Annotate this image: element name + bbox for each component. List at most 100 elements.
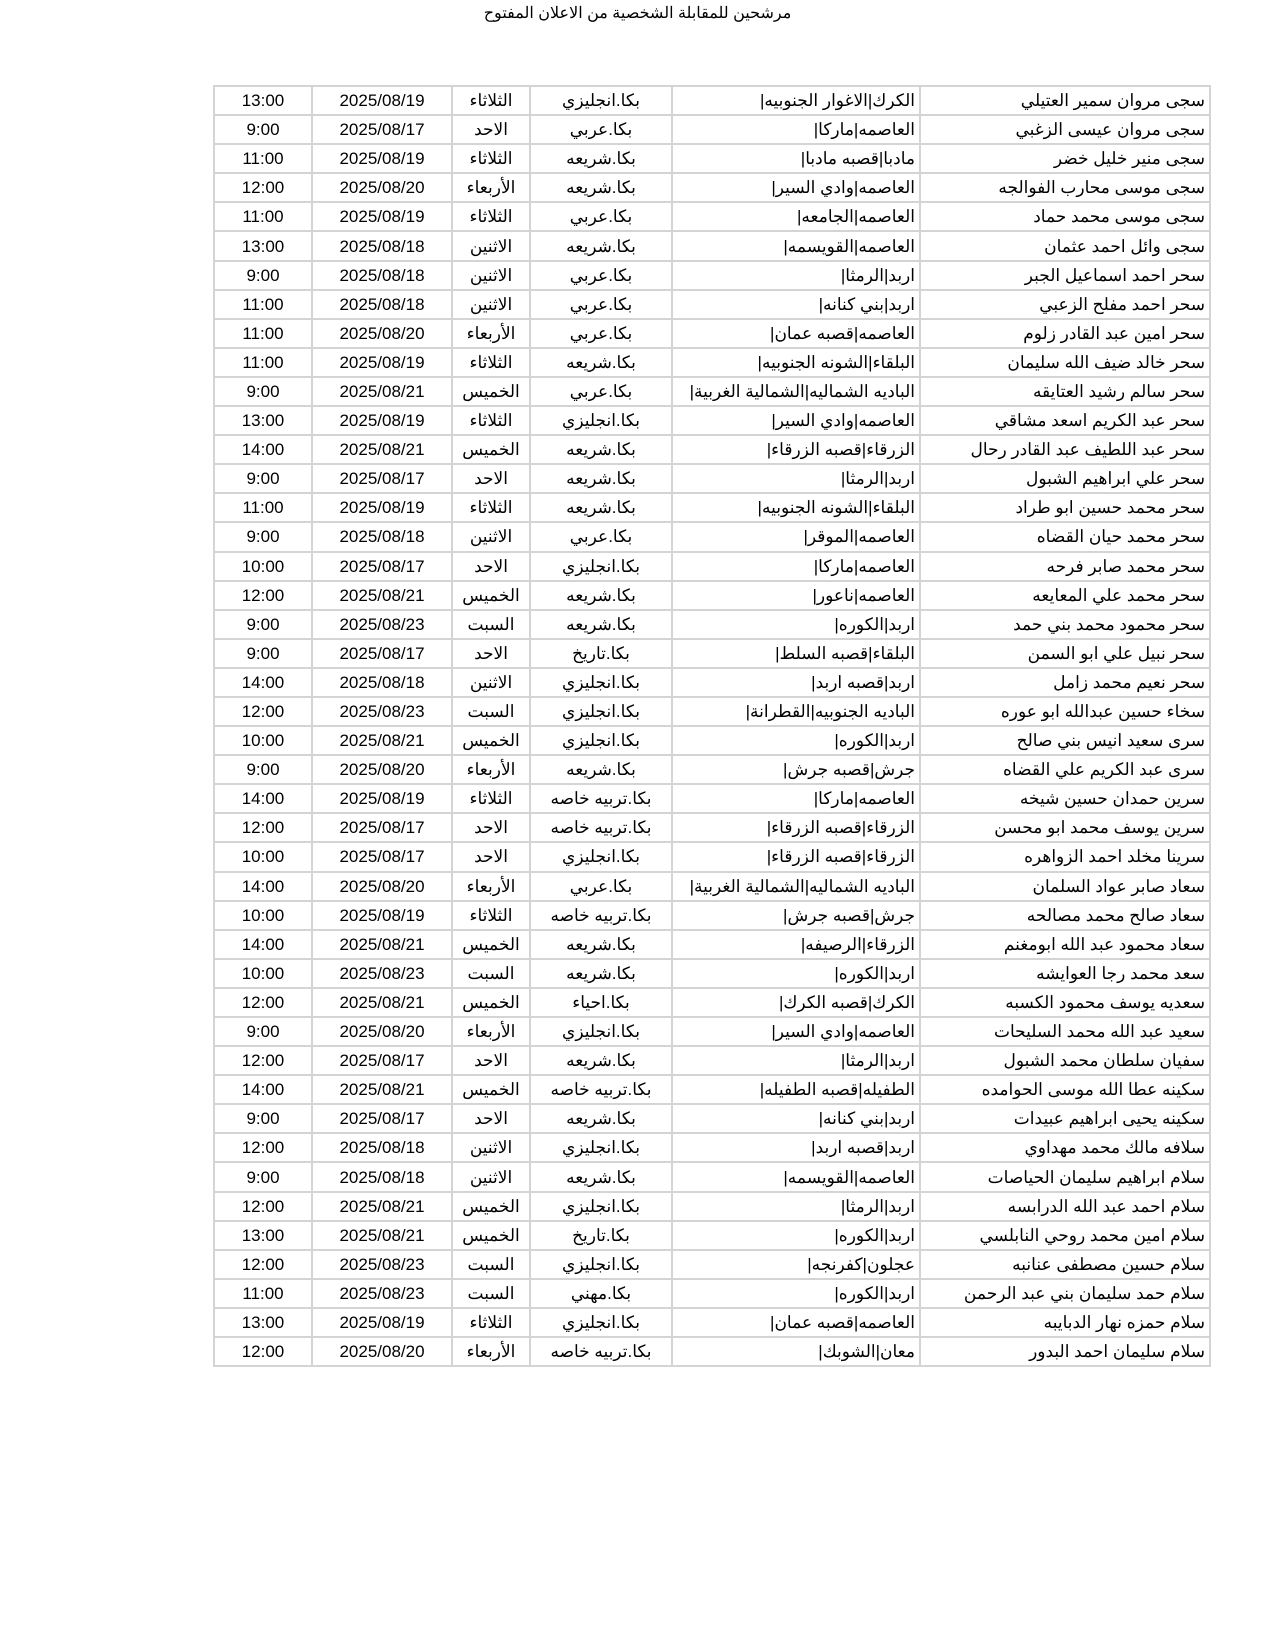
candidate-name-cell: سكينه عطا الله موسى الحوامده: [919, 1074, 1211, 1106]
table-row: سرى عبد الكريم علي القضاه جرش|قصبه جرش| بك…: [213, 754, 1211, 786]
interview-date-cell: 2025/08/19: [311, 1306, 453, 1339]
interview-day-cell: الثلاثاء: [451, 346, 531, 378]
table-row: سجى موسى محمد حماد العاصمه|الجامعه| بكا.عر…: [213, 201, 1211, 233]
major-cell: بكا.انجليزي: [529, 725, 673, 757]
interview-date-cell: 2025/08/20: [311, 870, 453, 902]
candidate-name-cell: سجى منير خليل خضر: [919, 143, 1211, 175]
candidate-name-cell: سعاد محمود عبد الله ابومغنم: [919, 928, 1211, 960]
interview-date-cell: 2025/08/18: [311, 230, 453, 262]
table-row: سحر محمد صابر فرحه العاصمه|ماركا| بكا.انجل…: [213, 550, 1211, 582]
location-cell: الباديه الشماليه|الشمالية الغربية|: [671, 375, 921, 408]
interview-time-cell: 13:00: [213, 230, 313, 262]
candidate-name-cell: سحر امين عبد القادر زلوم: [919, 317, 1211, 349]
major-cell: بكا.شريعه: [529, 492, 673, 524]
candidate-name-cell: سلام احمد عبد الله الدرابسه: [919, 1190, 1211, 1222]
major-cell: بكا.انجليزي: [529, 1015, 673, 1048]
table-row: سحر عبد اللطيف عبد القادر رحال الزرقاء|قص…: [213, 434, 1211, 466]
major-cell: بكا.مهني: [529, 1277, 673, 1309]
location-cell: العاصمه|قصبه عمان|: [671, 317, 921, 349]
candidate-name-cell: سلام حمد سليمان بني عبد الرحمن: [919, 1277, 1211, 1309]
major-cell: بكا.انجليزي: [529, 1190, 673, 1222]
major-cell: بكا.شريعه: [529, 928, 673, 960]
interview-date-cell: 2025/08/23: [311, 1248, 453, 1280]
interview-date-cell: 2025/08/23: [311, 1277, 453, 1309]
interview-date-cell: 2025/08/20: [311, 1336, 453, 1368]
candidate-name-cell: سجى مروان سمير العتيلي: [919, 84, 1211, 117]
interview-time-cell: 12:00: [213, 579, 313, 611]
interview-date-cell: 2025/08/17: [311, 463, 453, 495]
interview-day-cell: السبت: [451, 1248, 531, 1280]
interview-time-cell: 13:00: [213, 405, 313, 437]
interview-time-cell: 11:00: [213, 317, 313, 349]
table-row: سرين يوسف محمد ابو محسن الزرقاء|قصبه الزر…: [213, 812, 1211, 844]
candidate-name-cell: سجى موسى محارب الفوالجه: [919, 172, 1211, 204]
interview-time-cell: 11:00: [213, 346, 313, 378]
candidate-name-cell: سجى مروان عيسى الزغبي: [919, 114, 1211, 146]
major-cell: بكا.شريعه: [529, 1103, 673, 1135]
location-cell: اربد|الرمثا|: [671, 1190, 921, 1222]
interview-date-cell: 2025/08/17: [311, 1045, 453, 1077]
table-row: سجى منير خليل خضر مادبا|قصبه مادبا| بكا.شر…: [213, 143, 1211, 175]
location-cell: الكرك|قصبه الكرك|: [671, 986, 921, 1019]
interview-day-cell: الخميس: [451, 434, 531, 466]
major-cell: بكا.تربيه خاصه: [529, 1336, 673, 1368]
major-cell: بكا.تربيه خاصه: [529, 1074, 673, 1106]
location-cell: اربد|قصبه اربد|: [671, 1132, 921, 1164]
major-cell: بكا.شريعه: [529, 230, 673, 262]
table-row: سحر عبد الكريم اسعد مشاقي العاصمه|وادي ال…: [213, 405, 1211, 437]
location-cell: اربد|الرمثا|: [671, 1045, 921, 1077]
candidate-name-cell: سحر خالد ضيف الله سليمان: [919, 346, 1211, 378]
location-cell: البلقاء|قصبه السلط|: [671, 637, 921, 669]
candidate-name-cell: سعاد صالح محمد مصالحه: [919, 899, 1211, 931]
interview-date-cell: 2025/08/20: [311, 1015, 453, 1048]
candidate-name-cell: سلام حسين مصطفى عنانبه: [919, 1248, 1211, 1280]
interview-day-cell: الثلاثاء: [451, 492, 531, 524]
candidate-name-cell: سعيد عبد الله محمد السليحات: [919, 1015, 1211, 1048]
interview-time-cell: 14:00: [213, 928, 313, 960]
interview-day-cell: السبت: [451, 957, 531, 989]
interview-time-cell: 10:00: [213, 725, 313, 757]
interview-time-cell: 13:00: [213, 1219, 313, 1251]
location-cell: العاصمه|القويسمه|: [671, 230, 921, 262]
interview-date-cell: 2025/08/19: [311, 783, 453, 815]
major-cell: بكا.احياء: [529, 986, 673, 1019]
candidate-name-cell: سرين يوسف محمد ابو محسن: [919, 812, 1211, 844]
interview-date-cell: 2025/08/18: [311, 1132, 453, 1164]
interview-time-cell: 9:00: [213, 521, 313, 553]
candidate-name-cell: سعاد صابر عواد السلمان: [919, 870, 1211, 902]
major-cell: بكا.انجليزي: [529, 1306, 673, 1339]
candidate-name-cell: سعديه يوسف محمود الكسبه: [919, 986, 1211, 1019]
major-cell: بكا.عربي: [529, 521, 673, 553]
candidate-name-cell: سحر نبيل علي ابو السمن: [919, 637, 1211, 669]
interview-date-cell: 2025/08/19: [311, 84, 453, 117]
major-cell: بكا.شريعه: [529, 754, 673, 786]
location-cell: العاصمه|القويسمه|: [671, 1161, 921, 1193]
interview-time-cell: 13:00: [213, 84, 313, 117]
location-cell: الزرقاء|الرصيفه|: [671, 928, 921, 960]
interview-date-cell: 2025/08/18: [311, 521, 453, 553]
major-cell: بكا.عربي: [529, 375, 673, 408]
table-row: سعيد عبد الله محمد السليحات العاصمه|وادي …: [213, 1015, 1211, 1048]
interview-day-cell: الأربعاء: [451, 1336, 531, 1368]
interview-time-cell: 10:00: [213, 957, 313, 989]
interview-time-cell: 11:00: [213, 288, 313, 320]
interview-day-cell: الخميس: [451, 928, 531, 960]
interview-time-cell: 9:00: [213, 375, 313, 408]
table-row: سحر نعيم محمد زامل اربد|قصبه اربد| بكا.انج…: [213, 666, 1211, 698]
location-cell: الباديه الشماليه|الشمالية الغربية|: [671, 870, 921, 902]
table-row: سكينه يحيى ابراهيم عبيدات اربد|بني كنانه|…: [213, 1103, 1211, 1135]
major-cell: بكا.تربيه خاصه: [529, 899, 673, 931]
interview-day-cell: السبت: [451, 695, 531, 728]
interview-day-cell: الاحد: [451, 114, 531, 146]
interview-date-cell: 2025/08/17: [311, 1103, 453, 1135]
location-cell: اربد|الكوره|: [671, 957, 921, 989]
candidate-name-cell: سحر محمد حسين ابو طراد: [919, 492, 1211, 524]
location-cell: العاصمه|وادي السير|: [671, 172, 921, 204]
interview-time-cell: 11:00: [213, 143, 313, 175]
interview-time-cell: 9:00: [213, 754, 313, 786]
interview-day-cell: الاثنين: [451, 288, 531, 320]
major-cell: بكا.عربي: [529, 288, 673, 320]
table-row: سجى مروان عيسى الزغبي العاصمه|ماركا| بكا.ع…: [213, 114, 1211, 146]
interview-date-cell: 2025/08/19: [311, 201, 453, 233]
major-cell: بكا.عربي: [529, 201, 673, 233]
